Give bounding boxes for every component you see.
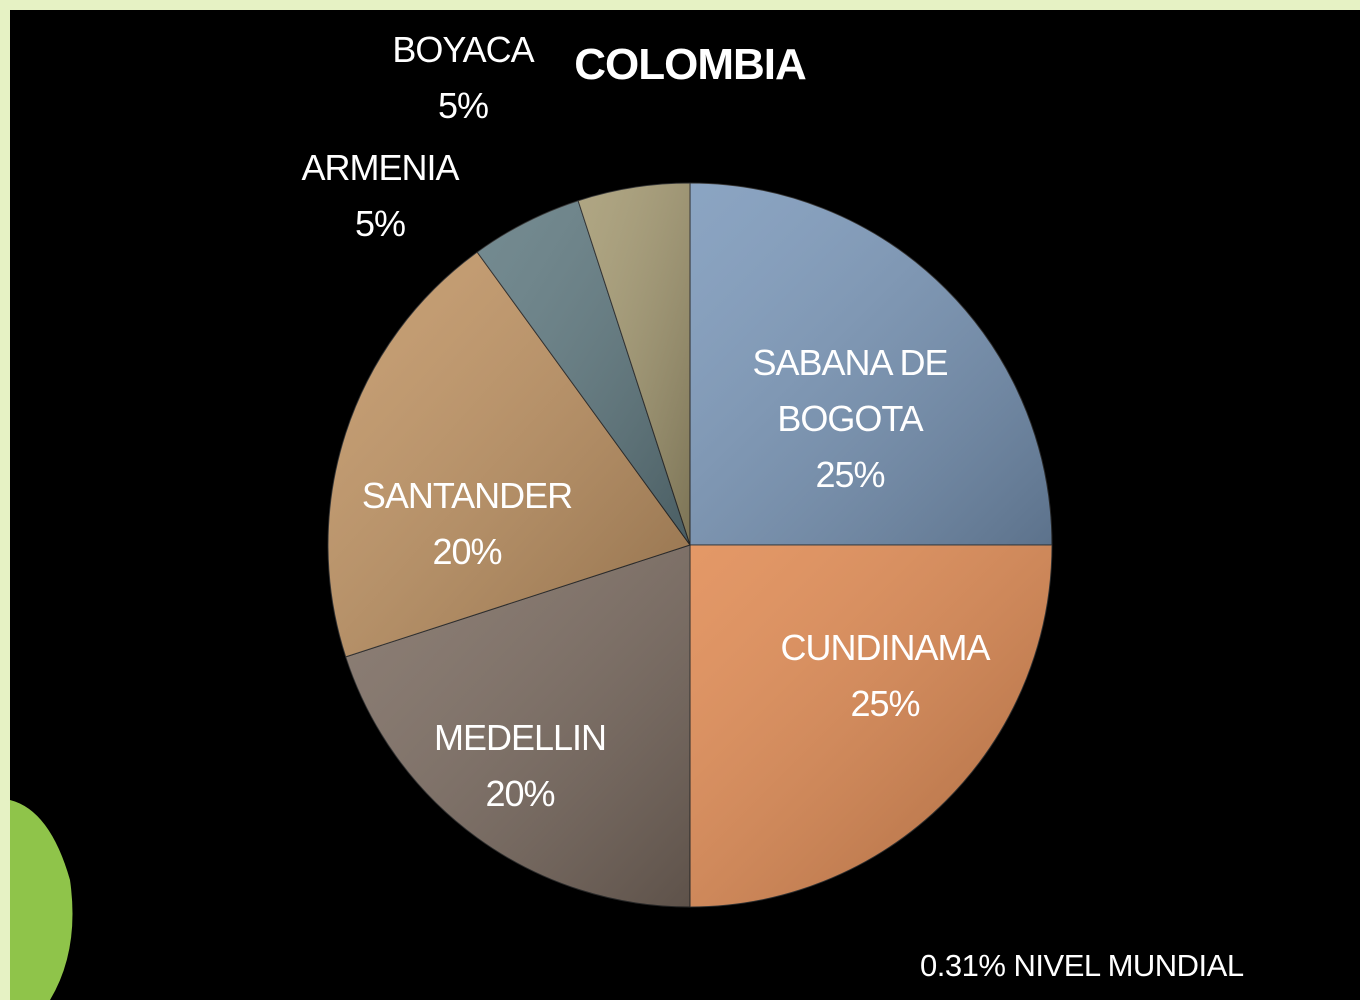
slice-shade: [578, 183, 690, 545]
leaf-decoration: [10, 800, 73, 1000]
value-label: 25%: [815, 454, 885, 495]
slice-shade: [477, 200, 690, 546]
slice-label: MEDELLIN 20%: [400, 710, 640, 822]
category-label: CUNDINAMA: [780, 627, 990, 668]
slice-label: SABANA DE BOGOTA 25%: [725, 335, 975, 503]
slice-label: CUNDINAMA 25%: [755, 620, 1015, 732]
slice-label: BOYACA 5%: [363, 22, 563, 134]
category-label: SABANA DE BOGOTA: [752, 342, 948, 439]
value-label: 20%: [485, 773, 555, 814]
slice-shade: [327, 252, 690, 657]
value-label: 5%: [354, 203, 406, 244]
category-label: MEDELLIN: [433, 717, 607, 758]
slice-label: ARMENIA 5%: [280, 140, 480, 252]
annotation: 0.31% NIVEL MUNDIAL: [920, 948, 1244, 983]
value-label: 20%: [432, 531, 502, 572]
category-label: BOYACA: [392, 29, 534, 70]
value-label: 25%: [850, 683, 920, 724]
value-label: 5%: [437, 85, 489, 126]
category-label: ARMENIA: [301, 147, 459, 188]
category-label: SANTANDER: [361, 475, 573, 516]
chart: [10, 182, 1053, 1000]
chart-title: COLOMBIA: [574, 40, 807, 89]
slice-label: SANTANDER 20%: [337, 468, 597, 580]
slice-shade: [345, 545, 690, 907]
slice-shade: [690, 545, 1052, 907]
slice-shade: [690, 183, 1052, 545]
slide: COLOMBIA 0.31% NIVEL MUNDIAL SABANA DE B…: [10, 10, 1360, 1000]
